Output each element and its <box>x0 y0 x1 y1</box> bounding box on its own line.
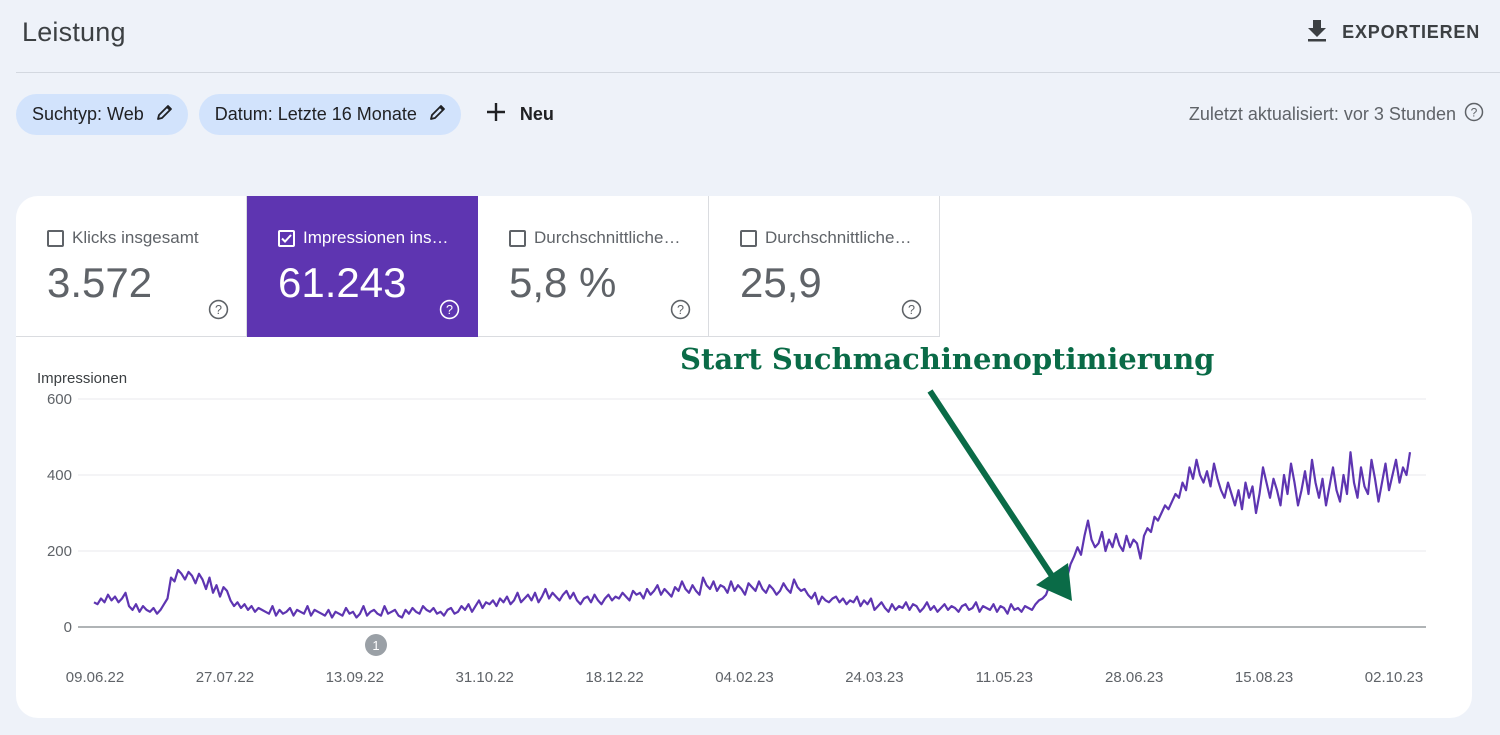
x-tick-label: 27.07.22 <box>196 669 254 686</box>
metric-value: 3.572 <box>47 259 153 306</box>
new-filter-button[interactable]: Neu <box>486 102 554 127</box>
new-filter-label: Neu <box>519 104 554 124</box>
series-line[interactable] <box>93 451 1412 619</box>
x-tick-label: 18.12.22 <box>585 669 643 686</box>
header-divider <box>16 72 1500 73</box>
x-axis-ticks: 09.06.22 27.07.22 13.09.22 31.10.22 18.12.22… <box>66 669 1423 686</box>
svg-text:?: ? <box>446 303 453 317</box>
metric-label: Impressionen ins… <box>303 228 449 247</box>
chip-label: Suchtyp: Web <box>32 104 144 124</box>
y-tick-label: 200 <box>47 543 72 560</box>
pencil-icon[interactable] <box>429 103 447 126</box>
checkbox-unchecked[interactable] <box>740 229 757 247</box>
metric-impressions[interactable]: Impressionen ins… 61.243 ? <box>247 196 478 337</box>
metric-value: 61.243 <box>278 259 407 306</box>
chip-label: Datum: Letzte 16 Monate <box>214 104 417 124</box>
y-tick-label: 400 <box>47 467 72 484</box>
pencil-icon[interactable] <box>156 103 174 126</box>
help-icon[interactable]: ? <box>670 299 691 325</box>
x-tick-label: 31.10.22 <box>456 669 514 686</box>
y-tick-label: 600 <box>47 391 72 408</box>
annotation-arrow <box>927 389 1072 601</box>
metric-position[interactable]: Durchschnittliche… 25,9 ? <box>709 196 940 337</box>
metric-label: Klicks insgesamt <box>72 228 199 247</box>
annotation-marker-label: 1 <box>372 638 379 653</box>
filter-chip-date[interactable]: Datum: Letzte 16 Monate <box>198 94 461 135</box>
help-icon[interactable]: ? <box>439 299 460 325</box>
x-tick-label: 13.09.22 <box>326 669 384 686</box>
svg-text:?: ? <box>677 303 684 317</box>
performance-card: Klicks insgesamt 3.572 ? Impressionen in… <box>16 196 1472 718</box>
svg-text:?: ? <box>908 303 915 317</box>
help-icon[interactable]: ? <box>1464 102 1484 127</box>
metric-ctr[interactable]: Durchschnittliche… 5,8 % ? <box>478 196 709 337</box>
svg-text:?: ? <box>215 303 222 317</box>
svg-text:?: ? <box>1471 106 1478 120</box>
metric-label: Durchschnittliche… <box>765 228 912 247</box>
y-tick-label: 0 <box>64 619 72 636</box>
filter-chip-search-type[interactable]: Suchtyp: Web <box>16 94 188 135</box>
annotation-marker[interactable]: 1 <box>365 634 387 656</box>
export-button[interactable]: EXPORTIEREN <box>1306 16 1480 48</box>
help-icon[interactable]: ? <box>208 299 229 325</box>
y-axis-ticks: 0 200 400 600 <box>47 391 72 636</box>
chart-gridlines <box>78 398 1426 628</box>
download-icon <box>1306 18 1328 47</box>
y-axis-label: Impressionen <box>37 370 127 387</box>
x-tick-label: 24.03.23 <box>845 669 903 686</box>
metric-tabs: Klicks insgesamt 3.572 ? Impressionen in… <box>16 196 940 337</box>
arrow-shaft <box>927 389 1059 584</box>
last-updated-text: Zuletzt aktualisiert: vor 3 Stunden <box>1188 104 1456 124</box>
x-tick-label: 28.06.23 <box>1105 669 1163 686</box>
checkbox-unchecked[interactable] <box>509 229 526 247</box>
checkbox-unchecked[interactable] <box>47 229 64 247</box>
x-tick-label: 02.10.23 <box>1365 669 1423 686</box>
checkbox-checked[interactable] <box>278 229 295 247</box>
arrow-head <box>1036 563 1072 601</box>
x-tick-label: 11.05.23 <box>976 669 1033 686</box>
metric-label: Durchschnittliche… <box>534 228 681 247</box>
header: Leistung EXPORTIEREN <box>0 0 1500 72</box>
impressions-chart[interactable]: 0 200 400 600 Impressionen 09.06.22 27.07.22… <box>16 337 1472 718</box>
x-tick-label: 04.02.23 <box>715 669 773 686</box>
filter-bar: Suchtyp: Web Datum: Letzte 16 Monate Neu <box>16 94 554 135</box>
help-icon[interactable]: ? <box>901 299 922 325</box>
annotation-text: Start Suchmachinenoptimierung <box>680 342 1214 376</box>
metric-value: 5,8 % <box>509 259 617 306</box>
metric-value: 25,9 <box>740 259 822 306</box>
page-title: Leistung <box>22 17 126 47</box>
metric-clicks[interactable]: Klicks insgesamt 3.572 ? <box>16 196 247 337</box>
annotation-marker-circle <box>365 634 387 656</box>
last-updated: Zuletzt aktualisiert: vor 3 Stunden ? <box>1189 102 1484 127</box>
x-tick-label: 09.06.22 <box>66 669 124 686</box>
plus-icon <box>486 102 506 127</box>
x-tick-label: 15.08.23 <box>1235 669 1293 686</box>
export-label: EXPORTIEREN <box>1342 21 1480 42</box>
